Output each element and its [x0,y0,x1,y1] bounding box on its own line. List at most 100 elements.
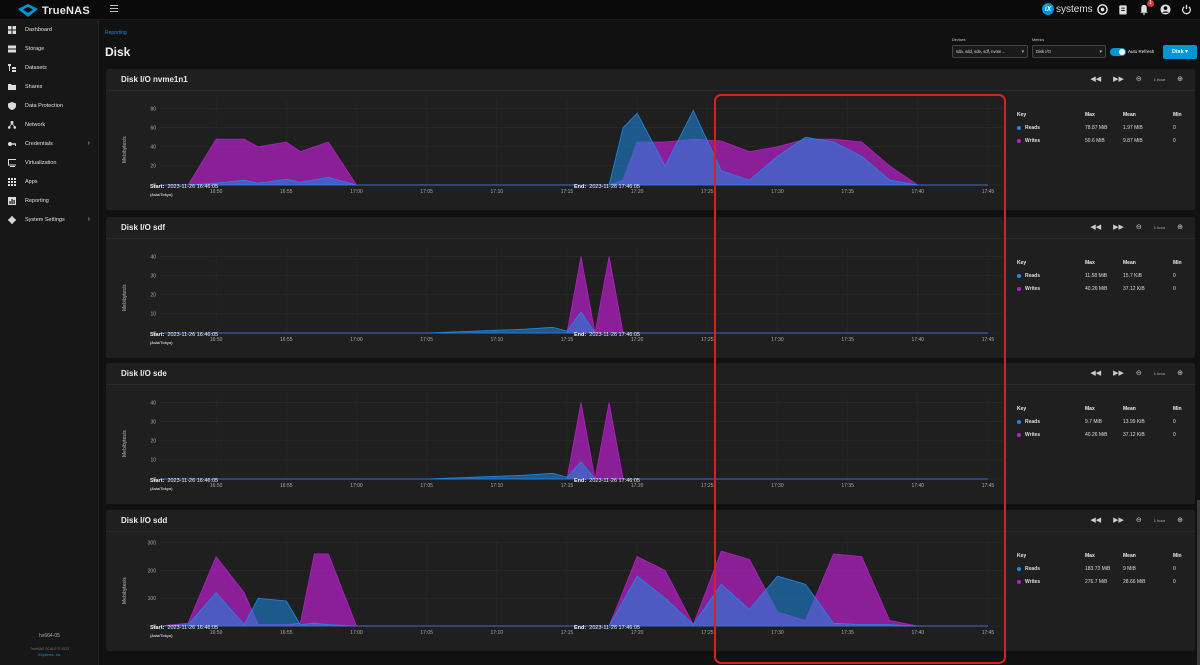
x-tick-label: 17:40 [912,337,925,343]
chart-card: Disk I/O nvme1n1 ◀◀ ▶▶ ⊖ 1 hour ⊕ Mebiby… [106,69,1195,210]
rewind-icon[interactable]: ◀◀ [1090,76,1102,83]
legend-row[interactable]: Reads 9.7 MiB 13.99 KiB 0 [1017,415,1189,428]
gear-icon [8,215,16,224]
sidebar-item-label: Virtualization [25,159,57,166]
start-time-value: 2023-11-26 16:46:05 [167,332,219,338]
bell-icon[interactable]: 1 [1138,0,1154,15]
fast-forward-icon[interactable]: ▶▶ [1113,370,1124,377]
ix-logo-icon: iX [1042,3,1054,15]
truenas-logo[interactable]: TrueNAS [18,2,90,19]
sidebar-item-dashboard[interactable]: Dashboard [0,20,99,39]
zoom-in-icon[interactable]: ⊕ [1177,370,1183,377]
zoom-in-icon[interactable]: ⊕ [1177,76,1183,83]
x-tick-label: 17:40 [912,630,925,636]
company-link[interactable]: iXsystems, Inc. [37,653,62,657]
sidebar-item-label: Dashboard [25,26,52,33]
sidebar-item-reporting[interactable]: Reporting [0,191,99,210]
sidebar-item-virtualization[interactable]: Virtualization [0,153,99,172]
legend-row[interactable]: Reads 78.87 MiB 1.97 MiB 0 [1017,121,1189,134]
x-tick-label: 17:40 [912,483,925,489]
sidebar-item-shares[interactable]: Shares [0,77,99,96]
disk-menu-button[interactable]: Disk ▾ [1163,45,1197,59]
start-time-value: 2023-11-26 16:46:05 [167,625,219,631]
series-min: 0 [1173,124,1176,131]
y-tick-label: 200 [148,568,157,574]
fast-forward-icon[interactable]: ▶▶ [1113,224,1124,231]
sidebar-item-network[interactable]: Network [0,115,99,134]
series-color-dot [1017,579,1021,584]
series-min: 0 [1173,272,1176,279]
y-tick-label: 300 [148,541,157,547]
chart-area: Mebibytes/s 0 100 200 300 16:50 16:55 17:00 17:… [120,534,1005,646]
sidebar-item-apps[interactable]: Apps [0,172,99,191]
metrics-label: Metrics [1032,38,1045,42]
chart-toolbar: ◀◀ ▶▶ ⊖ 1 hour ⊕ [1090,223,1183,231]
legend-mean-header: Mean [1123,260,1136,266]
sidebar-item-datasets[interactable]: Datasets [0,58,99,77]
x-tick-label: 16:55 [280,483,293,489]
zoom-out-icon[interactable]: ⊖ [1135,517,1142,524]
clipboard-icon[interactable] [1117,3,1129,15]
series-mean: 9.87 MiB [1123,137,1143,144]
sidebar-item-system-settings[interactable]: System Settings › [0,210,99,229]
sidebar-footer: hx664-05 TrueNAS SCALE ® 2023 iXsystems,… [0,633,99,657]
ixsystems-logo: iX systems [1042,3,1093,15]
rewind-icon[interactable]: ◀◀ [1090,517,1102,524]
menu-toggle-icon[interactable] [110,5,118,13]
rewind-icon[interactable]: ◀◀ [1090,224,1102,231]
scrollbar[interactable] [1197,500,1200,665]
series-mean: 37.12 KiB [1123,431,1145,438]
legend-row[interactable]: Writes 40.26 MiB 37.12 KiB 0 [1017,428,1189,441]
series-name: Reads [1025,124,1041,131]
zoom-out-icon[interactable]: ⊖ [1135,76,1142,83]
series-name: Writes [1025,431,1041,438]
sidebar-item-credentials[interactable]: Credentials › [0,134,99,153]
x-tick-label: 17:10 [491,189,504,195]
chart-plot[interactable]: 0 100 200 300 16:50 16:55 17:00 17:05 17:10 17:15… [120,534,1005,646]
timezone-label: (Asia/Tokyo) [150,193,173,197]
account-icon[interactable] [1159,3,1171,15]
series-color-dot [1017,138,1021,143]
sidebar-item-label: Network [25,121,46,128]
devices-select[interactable]: sda, sdd, sde, sdf, nvme… ▾ [952,45,1028,58]
fast-forward-icon[interactable]: ▶▶ [1113,517,1124,524]
zoom-out-icon[interactable]: ⊖ [1135,224,1142,231]
series-max: 276.7 MiB [1085,578,1108,585]
x-tick-label: 17:30 [771,337,784,343]
truecommand-icon[interactable] [1096,3,1108,15]
legend-min-header: Min [1173,406,1182,412]
chart-toolbar: ◀◀ ▶▶ ⊖ 1 hour ⊕ [1090,75,1183,83]
x-tick-label: 17:20 [631,337,644,343]
sidebar-item-storage[interactable]: Storage [0,39,99,58]
legend-row[interactable]: Reads 11.58 MiB 15.7 KiB 0 [1017,269,1189,282]
auto-refresh-toggle[interactable] [1110,48,1126,56]
chart-plot[interactable]: 0 10 20 30 40 16:50 16:55 17:00 17:05 17:10 17:15 1… [120,387,1005,499]
metrics-select[interactable]: Disk I/O ▾ [1032,45,1106,58]
series-mean: 37.12 KiB [1123,285,1145,292]
power-icon[interactable] [1180,3,1192,15]
legend-key-header: Key [1017,553,1027,559]
chart-plot[interactable]: 0 20 40 60 80 16:50 16:55 17:00 17:05 17:10 17:15 1… [120,93,1005,205]
chart-plot[interactable]: 0 10 20 30 40 16:50 16:55 17:00 17:05 17:10 17:15 1… [120,241,1005,353]
devices-value: sda, sdd, sde, sdf, nvme… [956,49,1006,54]
legend-row[interactable]: Writes 276.7 MiB 28.66 MiB 0 [1017,575,1189,588]
rewind-icon[interactable]: ◀◀ [1090,370,1102,377]
end-time: End: 2023-11-26 17:46:05 [574,184,640,190]
series-color-dot [1017,432,1021,437]
sidebar-item-data-protection[interactable]: Data Protection [0,96,99,115]
datasets-icon [8,63,16,72]
legend-row[interactable]: Reads 183.73 MiB 9 MiB 0 [1017,562,1189,575]
zoom-in-icon[interactable]: ⊕ [1177,517,1183,524]
zoom-out-icon[interactable]: ⊖ [1135,370,1142,377]
fast-forward-icon[interactable]: ▶▶ [1113,76,1124,83]
breadcrumb[interactable]: Reporting [105,30,127,36]
x-tick-label: 17:05 [420,337,433,343]
zoom-in-icon[interactable]: ⊕ [1177,224,1183,231]
end-label: End: [574,625,587,631]
legend-key-header: Key [1017,112,1027,118]
legend-max-header: Max [1085,406,1095,412]
series-color-dot [1017,566,1021,571]
legend-row[interactable]: Writes 40.26 MiB 37.12 KiB 0 [1017,282,1189,295]
legend-row[interactable]: Writes 50.6 MiB 9.87 MiB 0 [1017,134,1189,147]
y-tick-label: 40 [150,254,156,260]
